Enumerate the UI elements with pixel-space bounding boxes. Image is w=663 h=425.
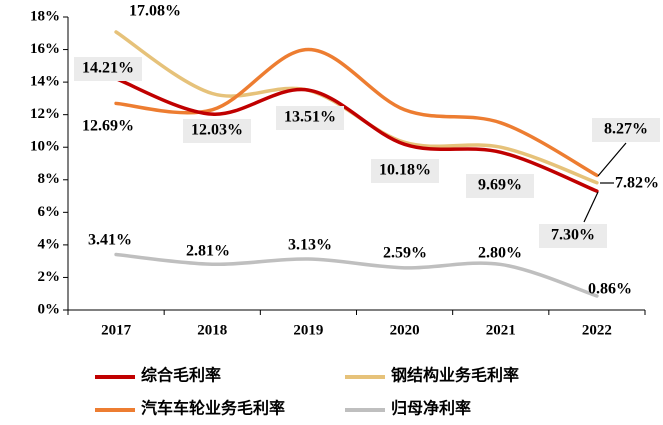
- y-tick-label: 4%: [38, 236, 61, 252]
- label-box: [466, 174, 534, 198]
- y-tick-label: 16%: [30, 41, 60, 57]
- leader-line: [597, 142, 627, 177]
- label-box: [74, 57, 142, 81]
- x-tick-label: 2022: [582, 322, 612, 338]
- label-box: [276, 106, 344, 130]
- data-label: 13.51%: [284, 109, 336, 126]
- y-tick-label: 18%: [30, 8, 60, 24]
- legend-label: 钢结构业务毛利率: [391, 366, 519, 385]
- y-tick-label: 14%: [30, 74, 60, 90]
- data-label: 12.03%: [191, 122, 243, 139]
- data-label: 2.59%: [383, 245, 427, 262]
- data-label: 12.69%: [82, 118, 134, 135]
- data-label: 10.18%: [379, 162, 431, 179]
- series-line: [114, 47, 599, 178]
- data-label: 0.86%: [588, 281, 632, 298]
- series-line: [114, 252, 599, 298]
- x-tick-label: 2021: [486, 322, 516, 338]
- data-label: 7.82%: [615, 175, 659, 192]
- x-tick-label: 2020: [390, 322, 420, 338]
- data-label: 17.08%: [129, 3, 181, 20]
- y-tick-label: 0%: [38, 301, 61, 317]
- y-tick-label: 10%: [30, 139, 60, 155]
- label-box: [539, 224, 607, 248]
- x-tick-label: 2019: [293, 322, 323, 338]
- data-label: 3.13%: [288, 237, 332, 254]
- data-label: 14.21%: [82, 60, 134, 77]
- data-label: 2.81%: [186, 243, 230, 260]
- y-tick-label: 6%: [38, 204, 61, 220]
- label-box: [592, 118, 660, 142]
- label-box: [183, 119, 251, 143]
- data-label: 8.27%: [604, 121, 648, 138]
- y-tick-label: 2%: [38, 269, 61, 285]
- x-tick-label: 2017: [101, 322, 132, 338]
- data-label: 7.30%: [551, 227, 595, 244]
- label-box: [371, 159, 439, 183]
- data-label: 9.69%: [478, 177, 522, 194]
- data-label: 2.80%: [478, 245, 522, 262]
- data-label: 3.41%: [88, 232, 132, 249]
- y-tick-label: 12%: [30, 106, 60, 122]
- legend-label: 综合毛利率: [141, 366, 221, 385]
- legend-label: 汽车车轮业务毛利率: [141, 399, 285, 418]
- leader-line: [583, 191, 599, 223]
- y-tick-label: 8%: [38, 171, 61, 187]
- series-line: [114, 76, 599, 193]
- x-tick-label: 2018: [197, 322, 227, 338]
- legend-label: 归母净利率: [391, 399, 471, 418]
